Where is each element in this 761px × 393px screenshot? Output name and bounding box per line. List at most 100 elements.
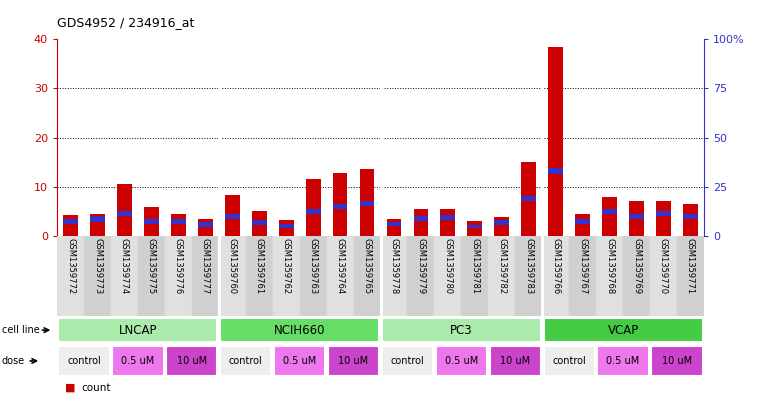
Text: cell line: cell line xyxy=(2,325,40,335)
Bar xyxy=(677,236,704,316)
Text: GSM1359767: GSM1359767 xyxy=(578,238,587,294)
Bar xyxy=(543,318,702,342)
Bar xyxy=(382,345,433,376)
Bar xyxy=(629,214,644,219)
Bar xyxy=(326,236,354,316)
Text: 10 uM: 10 uM xyxy=(177,356,207,366)
Bar xyxy=(683,214,698,219)
Bar xyxy=(461,236,489,316)
Text: GSM1359772: GSM1359772 xyxy=(66,238,75,294)
Bar xyxy=(219,236,246,316)
Bar xyxy=(171,219,186,224)
Bar xyxy=(333,173,348,236)
Bar xyxy=(441,209,455,236)
Bar xyxy=(333,204,348,209)
Bar xyxy=(413,209,428,236)
Bar xyxy=(380,236,407,316)
Text: 10 uM: 10 uM xyxy=(662,356,692,366)
Text: GSM1359769: GSM1359769 xyxy=(632,238,641,294)
Text: 0.5 uM: 0.5 uM xyxy=(283,356,317,366)
Bar xyxy=(90,214,105,236)
Bar xyxy=(495,220,509,225)
Text: GSM1359765: GSM1359765 xyxy=(362,238,371,294)
Text: control: control xyxy=(552,356,586,366)
Bar xyxy=(407,236,435,316)
Text: GSM1359777: GSM1359777 xyxy=(201,238,210,294)
Bar xyxy=(328,345,379,376)
Bar xyxy=(548,47,563,236)
Bar xyxy=(650,236,677,316)
Text: GSM1359760: GSM1359760 xyxy=(228,238,237,294)
Bar xyxy=(436,345,487,376)
Bar xyxy=(224,214,240,219)
Bar xyxy=(138,236,165,316)
Text: count: count xyxy=(81,383,111,393)
Bar xyxy=(279,220,294,236)
Text: GSM1359775: GSM1359775 xyxy=(147,238,156,294)
Bar xyxy=(246,236,272,316)
Bar xyxy=(683,204,698,236)
Text: GSM1359783: GSM1359783 xyxy=(524,238,533,294)
Bar xyxy=(521,195,537,201)
Bar xyxy=(575,214,590,236)
Bar xyxy=(360,169,374,236)
Bar xyxy=(387,219,401,236)
Text: GSM1359762: GSM1359762 xyxy=(282,238,291,294)
Bar xyxy=(279,224,294,228)
Text: control: control xyxy=(390,356,425,366)
Text: control: control xyxy=(67,356,101,366)
Text: VCAP: VCAP xyxy=(607,323,638,337)
Bar xyxy=(171,214,186,236)
Bar xyxy=(252,220,266,225)
Bar xyxy=(63,219,78,224)
Bar xyxy=(467,221,482,236)
Bar xyxy=(387,222,401,226)
Bar xyxy=(57,236,84,316)
Bar xyxy=(495,217,509,236)
Bar xyxy=(90,216,105,222)
Bar xyxy=(274,345,325,376)
Bar xyxy=(111,236,138,316)
Bar xyxy=(629,201,644,236)
Bar xyxy=(198,222,213,227)
Text: GSM1359763: GSM1359763 xyxy=(309,238,317,294)
Bar xyxy=(84,236,111,316)
Text: GSM1359780: GSM1359780 xyxy=(444,238,452,294)
Bar xyxy=(144,207,159,236)
Text: GSM1359774: GSM1359774 xyxy=(120,238,129,294)
Text: ■: ■ xyxy=(65,383,75,393)
Bar xyxy=(354,236,380,316)
Text: GSM1359761: GSM1359761 xyxy=(255,238,264,294)
Text: GSM1359771: GSM1359771 xyxy=(686,238,695,294)
Bar xyxy=(435,236,461,316)
Bar xyxy=(489,236,515,316)
Text: 10 uM: 10 uM xyxy=(339,356,368,366)
Bar xyxy=(651,345,702,376)
Bar xyxy=(166,345,218,376)
Text: GSM1359782: GSM1359782 xyxy=(497,238,506,294)
Bar xyxy=(220,318,379,342)
Bar xyxy=(467,224,482,228)
Bar xyxy=(306,179,320,236)
Bar xyxy=(489,345,541,376)
Text: GSM1359766: GSM1359766 xyxy=(551,238,560,294)
Text: 0.5 uM: 0.5 uM xyxy=(444,356,478,366)
Bar xyxy=(113,345,164,376)
Text: LNCAP: LNCAP xyxy=(119,323,158,337)
Bar xyxy=(543,345,595,376)
Bar xyxy=(382,318,541,342)
Bar xyxy=(63,215,78,236)
Bar xyxy=(569,236,596,316)
Bar xyxy=(192,236,219,316)
Bar xyxy=(602,209,617,214)
Bar xyxy=(596,236,623,316)
Text: control: control xyxy=(229,356,263,366)
Text: GSM1359779: GSM1359779 xyxy=(416,238,425,294)
Bar xyxy=(441,215,455,220)
Bar xyxy=(602,196,617,236)
Text: 0.5 uM: 0.5 uM xyxy=(607,356,640,366)
Bar xyxy=(413,216,428,221)
Bar xyxy=(360,201,374,206)
Bar xyxy=(543,236,569,316)
Bar xyxy=(144,219,159,224)
